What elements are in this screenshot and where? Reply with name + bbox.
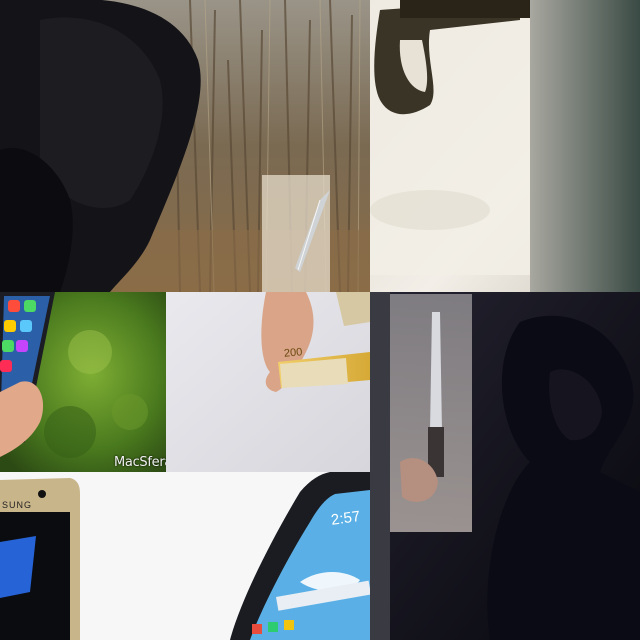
pistol-snow-image	[370, 0, 640, 292]
hooded-figure-image	[0, 0, 370, 292]
samsung-label: SUNG	[2, 500, 33, 510]
phone-hand-tile: MacSfera	[0, 292, 166, 472]
pistol-snow-tile	[370, 0, 640, 292]
banknote-hand-image	[166, 292, 370, 472]
banknote-hand-tile: 200	[166, 292, 370, 472]
dark-knife-image	[370, 292, 640, 640]
smartphones-image	[0, 472, 370, 640]
phone-hand-image	[0, 292, 166, 472]
smartphones-tile: SUNG 2:57	[0, 472, 370, 640]
dark-knife-tile	[370, 292, 640, 640]
banknote-value-text: 200	[283, 346, 303, 360]
watermark-text: MacSfera	[114, 455, 166, 470]
hooded-figure-tile	[0, 0, 370, 292]
